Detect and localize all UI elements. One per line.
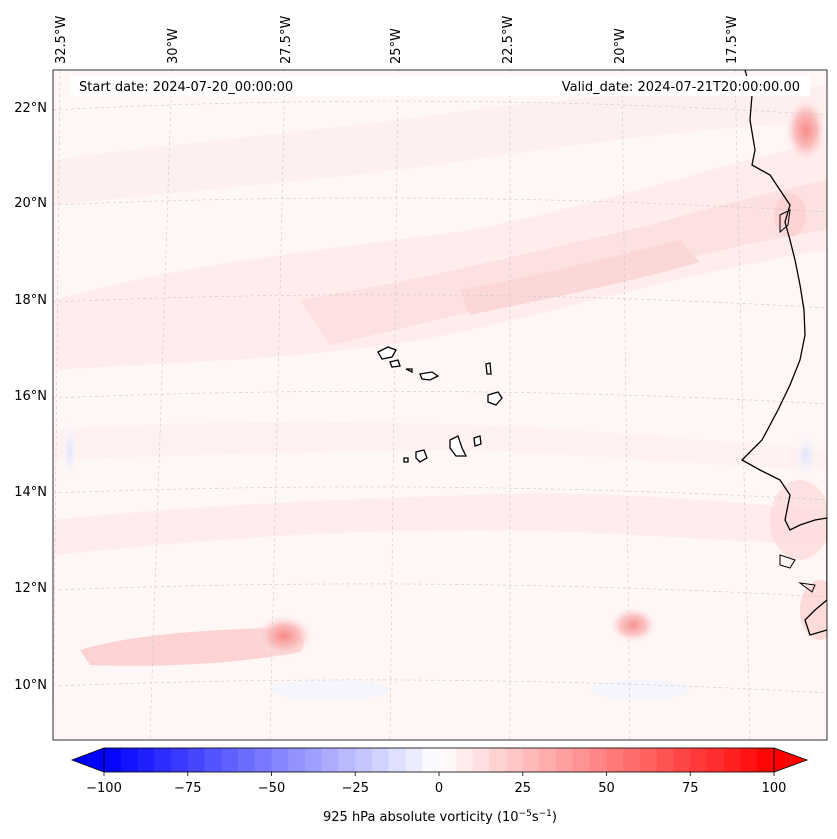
colorbar-cell bbox=[506, 748, 524, 772]
lon-label: 27.5°W bbox=[279, 16, 294, 64]
colorbar-cell bbox=[673, 748, 691, 772]
colorbar-cell bbox=[321, 748, 339, 772]
colorbar-tick-label: −25 bbox=[342, 781, 369, 796]
lon-label: 32.5°W bbox=[54, 16, 69, 64]
colorbar-cells bbox=[104, 748, 775, 772]
colorbar-cell bbox=[522, 748, 540, 772]
colorbar-tick-label: 25 bbox=[514, 781, 531, 796]
lon-label: 20°W bbox=[613, 28, 628, 64]
colorbar-cell bbox=[372, 748, 390, 772]
colorbar-cell bbox=[405, 748, 423, 772]
colorbar: −100 −75 −50 −25 0 25 50 75 100 925 hPa absolute… bbox=[70, 747, 809, 825]
colorbar-cell bbox=[455, 748, 473, 772]
lon-label: 22.5°W bbox=[501, 16, 516, 64]
colorbar-cell bbox=[171, 748, 189, 772]
colorbar-tick-label: −50 bbox=[258, 781, 285, 796]
colorbar-tick-label: 50 bbox=[598, 781, 615, 796]
colorbar-cell bbox=[623, 748, 641, 772]
header-box bbox=[70, 76, 810, 96]
lat-label: 10°N bbox=[14, 678, 47, 693]
lat-label: 16°N bbox=[14, 389, 47, 404]
africa-coastline bbox=[740, 70, 827, 636]
colorbar-cell bbox=[640, 748, 658, 772]
lat-labels: 22°N 20°N 18°N 16°N 14°N 12°N 10°N bbox=[14, 101, 47, 693]
colorbar-cell bbox=[556, 748, 574, 772]
valid-date: Valid_date: 2024-07-21T20:00:00.00 bbox=[562, 80, 800, 95]
colorbar-cell bbox=[254, 748, 272, 772]
lon-label: 30°W bbox=[166, 28, 181, 64]
colorbar-cell bbox=[539, 748, 557, 772]
colorbar-extend-high bbox=[773, 747, 809, 773]
lon-label: 25°W bbox=[389, 28, 404, 64]
colorbar-cell bbox=[288, 748, 306, 772]
map-panel bbox=[53, 70, 827, 740]
colorbar-cell bbox=[238, 748, 256, 772]
colorbar-cell bbox=[271, 748, 289, 772]
lat-label: 12°N bbox=[14, 581, 47, 596]
colorbar-cell bbox=[573, 748, 591, 772]
colorbar-cell bbox=[204, 748, 222, 772]
colorbar-cell bbox=[606, 748, 624, 772]
lat-label: 14°N bbox=[14, 485, 47, 500]
colorbar-cell bbox=[388, 748, 406, 772]
graticule bbox=[53, 70, 827, 740]
colorbar-cell bbox=[338, 748, 356, 772]
colorbar-extend-low bbox=[70, 747, 105, 773]
vorticity-field bbox=[53, 85, 827, 700]
lat-label: 18°N bbox=[14, 293, 47, 308]
map-frame bbox=[52, 69, 828, 741]
colorbar-cell bbox=[187, 748, 205, 772]
colorbar-tick-label: 100 bbox=[762, 781, 787, 796]
lon-label: 17.5°W bbox=[725, 16, 740, 64]
colorbar-cell bbox=[154, 748, 172, 772]
cape-verde-islands bbox=[377, 346, 503, 463]
colorbar-cell bbox=[707, 748, 725, 772]
colorbar-cell bbox=[656, 748, 674, 772]
colorbar-label: 925 hPa absolute vorticity (10−5s−1) bbox=[323, 809, 557, 825]
colorbar-cell bbox=[120, 748, 138, 772]
colorbar-cell bbox=[355, 748, 373, 772]
colorbar-tick-label: 0 bbox=[435, 781, 443, 796]
colorbar-ticks: −100 −75 −50 −25 0 25 50 75 100 bbox=[86, 772, 786, 796]
colorbar-cell bbox=[305, 748, 323, 772]
lat-label: 22°N bbox=[14, 101, 47, 116]
colorbar-cell bbox=[589, 748, 607, 772]
colorbar-cell bbox=[472, 748, 490, 772]
colorbar-cell bbox=[104, 748, 122, 772]
colorbar-cell bbox=[757, 748, 775, 772]
colorbar-cell bbox=[439, 748, 457, 772]
colorbar-cell bbox=[740, 748, 758, 772]
colorbar-cell bbox=[422, 748, 440, 772]
colorbar-cell bbox=[489, 748, 507, 772]
colorbar-cell bbox=[221, 748, 239, 772]
colorbar-tick-label: −75 bbox=[174, 781, 201, 796]
lon-labels: 32.5°W 30°W 27.5°W 25°W 22.5°W 20°W 17.5… bbox=[54, 16, 740, 64]
colorbar-cell bbox=[723, 748, 741, 772]
colorbar-cell bbox=[137, 748, 155, 772]
lat-label: 20°N bbox=[14, 196, 47, 211]
colorbar-tick-label: −100 bbox=[86, 781, 122, 796]
colorbar-tick-label: 75 bbox=[682, 781, 699, 796]
start-date: Start date: 2024-07-20_00:00:00 bbox=[79, 80, 293, 95]
colorbar-cell bbox=[690, 748, 708, 772]
